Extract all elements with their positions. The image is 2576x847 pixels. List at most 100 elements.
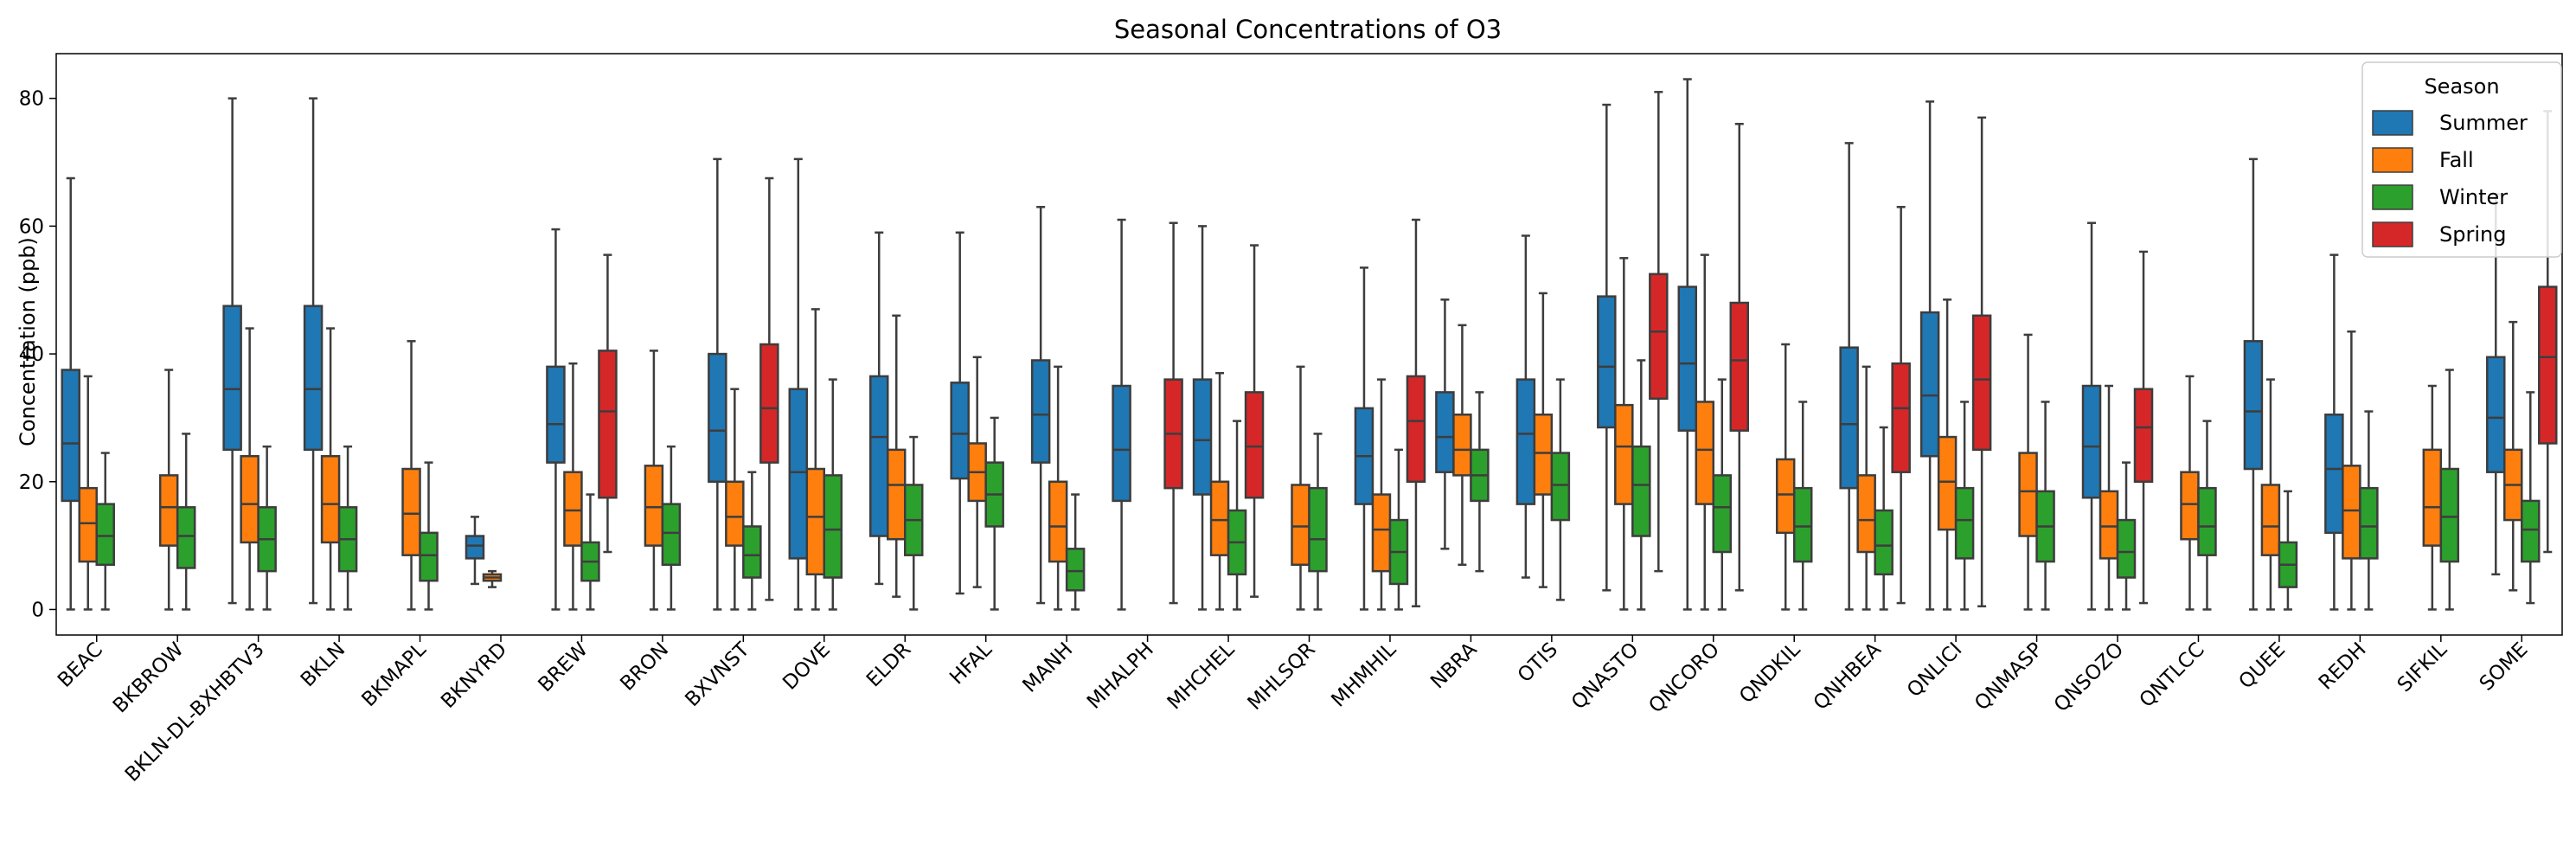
- box-MHMHIL-Summer: [1354, 266, 1375, 611]
- box-BRON-Fall: [644, 350, 664, 611]
- box-SOME-Fall: [2503, 320, 2523, 592]
- box-iqr: [1729, 301, 1750, 432]
- box-SOME-Summer: [2486, 193, 2506, 576]
- x-tick-label: OTIS: [1514, 638, 1562, 687]
- box-QNMASP-Fall: [2018, 333, 2038, 611]
- box-QNSOZO-Winter: [2116, 461, 2137, 611]
- x-tick-label: BKNYRD: [437, 638, 511, 713]
- box-HFAL-Winter: [984, 416, 1004, 611]
- box-iqr: [1649, 273, 1669, 401]
- box-iqr: [222, 305, 242, 452]
- box-DOVE-Winter: [823, 378, 843, 611]
- box-OTIS-Fall: [1533, 292, 1554, 588]
- box-BKLN-Summer: [303, 97, 324, 605]
- box-BKBROW-Winter: [176, 433, 196, 611]
- box-SIFKIL-Fall: [2422, 384, 2443, 611]
- box-QNTLCC-Winter: [2197, 420, 2217, 611]
- box-iqr: [303, 305, 324, 452]
- box-iqr: [419, 531, 439, 582]
- x-tick-label: HFAL: [945, 638, 996, 690]
- box-iqr: [563, 471, 583, 547]
- box-iqr: [1856, 474, 1876, 554]
- box-iqr: [2538, 286, 2558, 445]
- box-QNHBEA-Fall: [1856, 365, 1876, 611]
- box-MHMHIL-Fall: [1371, 378, 1392, 611]
- box-iqr: [1533, 413, 1554, 496]
- box-SOME-Winter: [2521, 391, 2541, 605]
- x-tick-label: BREW: [534, 638, 592, 696]
- box-iqr: [868, 375, 889, 537]
- box-iqr: [1371, 493, 1392, 573]
- box-iqr: [2018, 452, 2038, 537]
- box-iqr: [1775, 458, 1796, 535]
- x-tick-label: MHCHEL: [1163, 638, 1240, 715]
- x-tick-label: ELDR: [862, 638, 916, 692]
- box-iqr: [2081, 384, 2102, 499]
- y-axis-label: Concentration (ppb): [16, 237, 40, 446]
- box-QNASTO-Winter: [1631, 359, 1651, 611]
- box-QUEE-Fall: [2260, 378, 2281, 611]
- box-iqr: [1515, 378, 1536, 505]
- legend: Season Summer Fall Winter Spring: [2361, 61, 2562, 258]
- box-QNHBEA-Summer: [1839, 142, 1859, 611]
- box-iqr: [320, 454, 341, 544]
- legend-label-spring: Spring: [2439, 222, 2506, 247]
- box-iqr: [1792, 486, 1813, 563]
- x-tick-label: SIFKIL: [2393, 638, 2452, 697]
- y-tick-label: 80: [19, 88, 44, 111]
- box-iqr: [465, 535, 485, 560]
- box-iqr: [1695, 401, 1715, 505]
- box-iqr: [742, 525, 762, 579]
- box-iqr: [1244, 391, 1265, 499]
- box-QNSOZO-Fall: [2099, 384, 2119, 611]
- box-DOVE-Summer: [788, 157, 809, 611]
- box-QNLICI-Summer: [1919, 100, 1940, 611]
- box-ELDR-Winter: [903, 435, 924, 611]
- box-iqr: [1065, 548, 1086, 592]
- x-tick-label: QNASTO: [1567, 638, 1644, 715]
- box-REDH-Fall: [2342, 330, 2361, 611]
- box-iqr: [1308, 486, 1328, 573]
- x-tick-label: BKLN: [297, 638, 349, 691]
- box-BXVNST-Summer: [708, 157, 727, 611]
- chart-title: Seasonal Concentrations of O3: [1114, 15, 1502, 44]
- y-tick-label: 60: [19, 215, 44, 238]
- box-HFAL-Fall: [967, 356, 987, 588]
- x-tick-label: QNMASP: [1970, 638, 2047, 715]
- x-tick-label: MHLSQR: [1244, 638, 1320, 715]
- box-iqr: [2486, 356, 2506, 473]
- box-DOVE-Fall: [805, 308, 826, 611]
- box-iqr: [1452, 413, 1472, 477]
- box-iqr: [2342, 465, 2361, 560]
- box-QNHBEA-Spring: [1891, 205, 1911, 605]
- box-ELDR-Summer: [868, 231, 889, 586]
- box-OTIS-Summer: [1515, 234, 1536, 579]
- legend-swatch-summer: [2372, 110, 2413, 136]
- box-REDH-Summer: [2324, 253, 2344, 611]
- box-iqr: [598, 350, 618, 499]
- y-tick-label: 0: [31, 599, 44, 621]
- box-iqr: [1597, 295, 1617, 429]
- box-BKLN-Fall: [320, 327, 341, 611]
- x-tick-label: BXVNST: [681, 638, 754, 711]
- box-BXVNST-Spring: [759, 176, 779, 601]
- box-iqr: [2116, 518, 2137, 579]
- box-BREW-Winter: [580, 493, 600, 611]
- box-iqr: [1954, 486, 1975, 560]
- box-MANH-Winter: [1065, 493, 1086, 611]
- box-iqr: [95, 503, 115, 567]
- x-tick-label: SOME: [2476, 638, 2533, 696]
- box-iqr: [1550, 452, 1571, 522]
- box-iqr: [1435, 391, 1455, 473]
- box-BREW-Fall: [563, 362, 583, 611]
- box-iqr: [2099, 490, 2119, 560]
- box-QNASTO-Spring: [1649, 91, 1669, 573]
- box-iqr: [1712, 474, 1733, 554]
- x-tick-label: QNSOZO: [2050, 638, 2128, 716]
- box-MHMHIL-Winter: [1388, 448, 1409, 611]
- box-iqr: [950, 382, 970, 480]
- box-QNASTO-Summer: [1597, 103, 1617, 592]
- box-QNCORO-Winter: [1712, 378, 1733, 611]
- box-QUEE-Summer: [2243, 157, 2264, 611]
